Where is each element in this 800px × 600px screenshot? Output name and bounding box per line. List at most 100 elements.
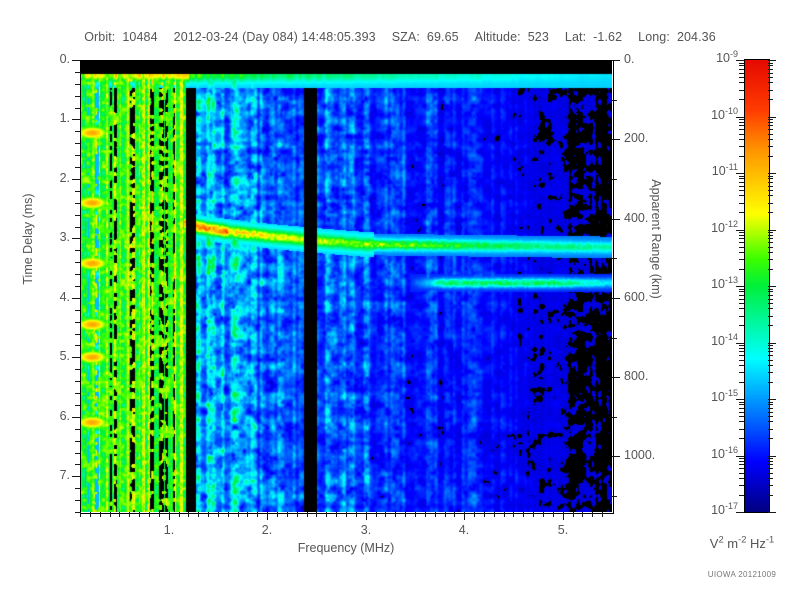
- axis-tick: [72, 60, 80, 61]
- axis-tick: [739, 345, 744, 346]
- x-tick-label-4: 4.: [458, 523, 470, 537]
- axis-tick: [149, 512, 150, 517]
- orbit-value: 10484: [122, 30, 158, 44]
- axis-tick: [602, 512, 603, 517]
- axis-tick: [326, 512, 327, 517]
- axis-tick: [768, 351, 773, 352]
- axis-tick: [75, 108, 80, 109]
- axis-tick: [768, 235, 773, 236]
- axis-tick: [739, 468, 744, 469]
- axis-tick: [119, 512, 120, 517]
- colorbar-tick-label-15: 10-15: [711, 387, 738, 404]
- right-tick-label-800: 800.: [624, 369, 649, 383]
- y-tick-label-5: 5.: [59, 349, 70, 363]
- axis-tick: [736, 286, 744, 287]
- axis-tick: [356, 512, 357, 517]
- y-tick-label-3: 3.: [59, 230, 70, 244]
- axis-tick: [612, 298, 620, 299]
- axis-tick: [395, 512, 396, 517]
- axis-tick: [75, 227, 80, 228]
- axis-tick: [739, 303, 744, 304]
- axis-tick: [739, 235, 744, 236]
- y-tick-label-6: 6.: [59, 409, 70, 423]
- axis-tick: [346, 512, 347, 517]
- colorbar-tick-label-17: 10-17: [711, 500, 738, 517]
- axis-tick: [208, 512, 209, 517]
- axis-tick: [612, 496, 617, 497]
- y-tick-label-1: 1.: [59, 111, 70, 125]
- axis-tick: [523, 512, 524, 517]
- axis-tick: [768, 182, 773, 183]
- right-tick-label-600: 600.: [624, 290, 649, 304]
- axis-tick: [435, 512, 436, 517]
- axis-tick: [768, 212, 773, 213]
- metadata-header: Orbit: 10484 2012-03-24 (Day 084) 14:48:05…: [0, 30, 800, 44]
- colorbar-gradient: [745, 60, 769, 512]
- axis-tick: [612, 258, 617, 259]
- axis-tick: [238, 512, 239, 517]
- axis-tick: [297, 512, 298, 517]
- credit-label: UIOWA 20121009: [707, 570, 777, 579]
- axis-tick: [739, 77, 744, 78]
- y-tick-label-7: 7.: [59, 468, 70, 482]
- axis-tick: [739, 289, 744, 290]
- axis-tick: [768, 60, 776, 61]
- axis-tick: [768, 295, 773, 296]
- axis-tick: [768, 146, 773, 147]
- right-axis-label: Apparent Range (km): [649, 179, 663, 299]
- axis-tick: [75, 191, 80, 192]
- axis-tick: [484, 512, 485, 517]
- axis-tick: [736, 456, 744, 457]
- right-tick-label-0: 0.: [624, 52, 635, 66]
- axis-tick: [739, 316, 744, 317]
- axis-tick: [739, 365, 744, 366]
- x-tick-label-5: 5.: [557, 523, 569, 537]
- axis-tick: [533, 512, 534, 517]
- axis-tick: [739, 355, 744, 356]
- axis-tick: [768, 429, 773, 430]
- axis-tick: [768, 289, 773, 290]
- axis-tick: [72, 179, 80, 180]
- axis-tick: [739, 372, 744, 373]
- y-tick-label-0: 0.: [59, 52, 70, 66]
- axis-tick: [376, 512, 377, 517]
- axis-tick: [75, 96, 80, 97]
- axis-tick: [768, 77, 773, 78]
- axis-tick: [573, 512, 574, 517]
- axis-tick: [739, 325, 744, 326]
- axis-tick: [768, 478, 773, 479]
- axis-tick: [612, 60, 620, 61]
- x-tick-label-2: 2.: [261, 523, 273, 537]
- axis-tick: [75, 84, 80, 85]
- long-key: Long:: [638, 30, 670, 44]
- axis-tick: [739, 232, 744, 233]
- axis-tick: [75, 429, 80, 430]
- axis-tick: [75, 369, 80, 370]
- axis-tick: [768, 90, 773, 91]
- axis-tick: [72, 357, 80, 358]
- axis-tick: [75, 381, 80, 382]
- axis-tick: [768, 438, 773, 439]
- axis-tick: [768, 178, 773, 179]
- axis-tick: [75, 488, 80, 489]
- axis-tick: [768, 156, 773, 157]
- colorbar-tick-label-16: 10-16: [711, 444, 738, 461]
- lat-value: -1.62: [593, 30, 623, 44]
- axis-tick: [768, 134, 773, 135]
- axis-tick: [739, 308, 744, 309]
- axis-tick: [415, 512, 416, 517]
- axis-tick: [739, 203, 744, 204]
- axis-tick: [768, 82, 773, 83]
- axis-tick: [75, 250, 80, 251]
- axis-tick: [768, 343, 776, 344]
- axis-tick: [228, 512, 229, 517]
- axis-tick: [316, 512, 317, 517]
- axis-tick: [563, 512, 564, 520]
- axis-tick: [739, 348, 744, 349]
- axis-tick: [336, 512, 337, 517]
- axis-tick: [768, 316, 773, 317]
- axis-tick: [739, 156, 744, 157]
- axis-tick: [768, 122, 773, 123]
- axis-tick: [739, 125, 744, 126]
